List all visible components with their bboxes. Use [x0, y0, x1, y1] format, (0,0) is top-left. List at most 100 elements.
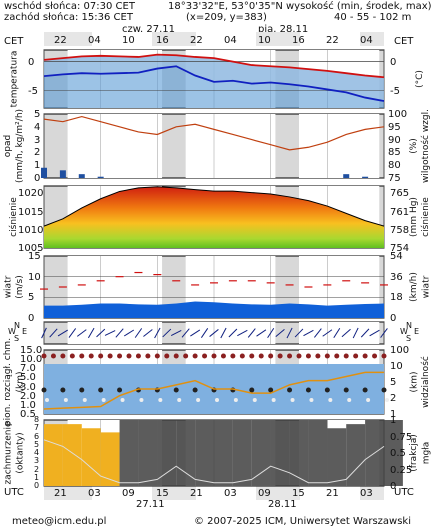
- visibility-tick-right: 2: [390, 393, 397, 404]
- cloud-cover-tick-left: 5: [34, 439, 40, 449]
- mid-cloud-dot: [192, 387, 198, 393]
- low-cloud-dot: [366, 398, 371, 402]
- mid-cloud-dot: [249, 387, 255, 393]
- high-cloud-dot: [230, 353, 236, 359]
- humidity-line: [43, 115, 385, 151]
- wind-tick-left: 0: [28, 313, 35, 324]
- mid-cloud-dot: [287, 387, 293, 393]
- wind-direction-arrow: [360, 328, 370, 338]
- day-strip-top: [196, 32, 256, 46]
- fog-tick-right: 0: [390, 481, 397, 492]
- visibility-unit: (km): [409, 371, 420, 393]
- mid-cloud-dot: [41, 387, 47, 393]
- high-cloud-dot: [362, 353, 368, 359]
- cet-hour-tick: 16: [292, 35, 305, 46]
- pressure-tick-left: 1015: [18, 206, 44, 218]
- cloud-cover-bar: [308, 420, 328, 486]
- cloud-cover-bar: [44, 424, 63, 486]
- contact-email[interactable]: meteo@icm.edu.pl: [12, 516, 107, 527]
- high-cloud-dot: [117, 353, 123, 359]
- utc-hour-tick: 21: [326, 488, 339, 499]
- utc-hour-tick: 09: [258, 488, 271, 499]
- wind-direction-arrow: [87, 327, 95, 339]
- utc-hour-tick: 03: [360, 488, 373, 499]
- wind-direction-arrow: [115, 328, 124, 338]
- daylight-band: [185, 114, 276, 178]
- copyright-text: © 2007-2025 ICM, Uniwersytet Warszawski: [194, 516, 411, 527]
- precip-bar: [59, 170, 66, 178]
- high-cloud-dot: [88, 353, 94, 359]
- pressure-unit: (mm Hg): [408, 197, 419, 237]
- mid-cloud-dot: [268, 387, 274, 393]
- wind-direction-arrow: [68, 328, 77, 338]
- tz-label-left: CET: [4, 36, 24, 47]
- pressure-tick-left: 1020: [18, 188, 44, 200]
- cloud-cover-tick-left: 0: [34, 481, 40, 490]
- pressure-label-right: ciśnienie: [420, 197, 431, 237]
- wind-tick-right: 36: [390, 271, 403, 283]
- high-cloud-dot: [202, 353, 208, 359]
- mid-cloud-dot: [117, 387, 123, 393]
- humidity-tick-right: 100: [388, 109, 408, 120]
- precip-tick-left: 0: [34, 173, 41, 184]
- temp-tick-right: 0: [390, 56, 397, 68]
- visibility-label: widzialność: [420, 356, 431, 408]
- cet-hour-tick: 04: [360, 35, 373, 46]
- compass-e-right: E: [414, 327, 420, 336]
- fog-label: mgła: [420, 441, 431, 465]
- wind-tick-left: 5: [28, 292, 35, 304]
- grid-point-text: (x=209, y=383): [186, 12, 267, 23]
- compass-e: E: [22, 327, 28, 336]
- mid-cloud-dot: [60, 387, 66, 393]
- precip-tick-left: 3: [34, 134, 41, 146]
- wind-direction-arrow: [314, 328, 322, 338]
- wind-direction-arrow: [143, 329, 153, 337]
- high-cloud-dot: [305, 353, 311, 359]
- precip-unit: (mm/h, kg/m²/h): [15, 108, 26, 184]
- pressure-tick-right: 765: [390, 188, 410, 200]
- high-cloud-dot: [287, 353, 293, 359]
- fog-tick-right: 1: [390, 415, 397, 426]
- low-cloud-dot: [233, 398, 238, 402]
- utc-hour-tick: 09: [122, 488, 135, 499]
- visibility-tick-right: 100: [390, 345, 410, 356]
- low-cloud-dot: [82, 398, 87, 402]
- precip-tick-left: 2: [34, 147, 41, 159]
- high-cloud-dot: [173, 353, 179, 359]
- daylight-band: [67, 322, 163, 344]
- wind-tick-right: 54: [390, 251, 403, 262]
- cloud-tick-left: 2.0: [20, 390, 36, 402]
- low-cloud-dot: [158, 398, 163, 402]
- day-strip-top: [92, 32, 152, 46]
- cloud-tick-left: 1.0: [20, 399, 36, 411]
- high-cloud-dot: [372, 353, 378, 359]
- humidity-tick-right: 95: [388, 121, 401, 133]
- cloud-cover-tick-left: 8: [34, 415, 40, 424]
- high-cloud-dot: [41, 353, 47, 359]
- cloud-cover-bar: [346, 424, 366, 486]
- temp-tick-right: -5: [390, 85, 400, 97]
- day-strip-top: [300, 32, 360, 46]
- wind-tick-right: 18: [390, 292, 403, 304]
- compass-n-right: N: [406, 321, 412, 330]
- low-cloud-dot: [139, 398, 144, 402]
- cloud-extent-label: pion. rozciągł. chm.: [3, 337, 14, 427]
- cloud-cover-bar: [62, 424, 82, 486]
- cet-hour-tick: 04: [88, 35, 101, 46]
- temperature-below-area: [44, 66, 384, 108]
- temperature-min-line: [43, 65, 385, 102]
- utc-hour-tick: 03: [88, 488, 101, 499]
- wind-direction-arrow: [49, 328, 58, 338]
- low-cloud-dot: [271, 398, 276, 402]
- cloud-extent-unit: (km): [15, 371, 26, 393]
- precip-label: opad: [3, 134, 14, 158]
- utc-hour-tick: 03: [224, 488, 237, 499]
- cloud-tick-left: 3.0: [20, 381, 36, 393]
- cloud-cover-bar: [327, 428, 347, 486]
- mid-cloud-dot: [362, 387, 368, 393]
- day-strip-bottom: [300, 486, 360, 500]
- humidity-tick-right: 75: [388, 173, 401, 184]
- low-cloud-dot: [196, 398, 201, 402]
- humidity-label: wilgotność wzgl.: [420, 109, 431, 183]
